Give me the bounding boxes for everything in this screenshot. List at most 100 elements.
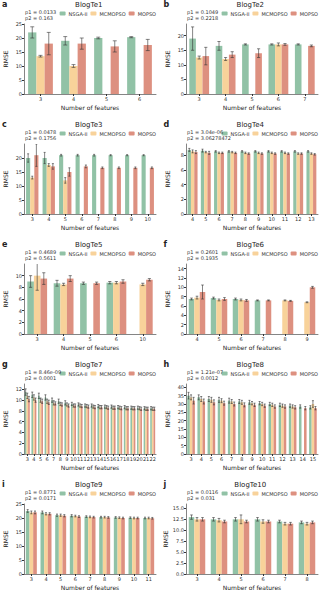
- svg-text:p2 = 0.0001: p2 = 0.0001: [25, 375, 56, 382]
- svg-text:RMSE: RMSE: [2, 410, 9, 427]
- svg-text:BlogTe2: BlogTe2: [237, 1, 264, 9]
- svg-text:10: 10: [16, 63, 22, 69]
- svg-text:17: 17: [117, 456, 123, 462]
- svg-text:3: 3: [189, 456, 192, 462]
- svg-text:6: 6: [220, 456, 223, 462]
- svg-text:a: a: [2, 0, 7, 9]
- svg-text:p2 = 0.031: p2 = 0.031: [187, 495, 215, 502]
- svg-text:Number of features: Number of features: [61, 104, 120, 111]
- svg-text:0: 0: [181, 211, 184, 217]
- svg-text:4: 4: [195, 336, 198, 342]
- svg-text:6: 6: [80, 216, 83, 222]
- svg-text:11: 11: [269, 456, 275, 462]
- svg-text:3: 3: [36, 336, 39, 342]
- svg-text:13: 13: [289, 456, 295, 462]
- svg-text:8: 8: [103, 576, 106, 582]
- svg-text:f: f: [164, 240, 168, 249]
- svg-text:30: 30: [178, 401, 184, 407]
- svg-text:13: 13: [90, 456, 96, 462]
- svg-text:MOPSO: MOPSO: [138, 131, 156, 137]
- svg-text:15: 15: [310, 456, 316, 462]
- svg-text:MCMOPSO: MCMOPSO: [261, 491, 287, 497]
- svg-text:15: 15: [103, 456, 109, 462]
- svg-text:NSGA-II: NSGA-II: [231, 371, 250, 377]
- svg-text:MCMOPSO: MCMOPSO: [99, 11, 125, 17]
- svg-text:e: e: [2, 240, 8, 249]
- svg-text:MOPSO: MOPSO: [138, 11, 156, 17]
- svg-text:6: 6: [46, 456, 49, 462]
- svg-text:3: 3: [195, 576, 198, 582]
- svg-text:10: 10: [259, 456, 265, 462]
- svg-text:9: 9: [118, 576, 121, 582]
- svg-text:BlogTe5: BlogTe5: [75, 241, 102, 249]
- svg-text:5: 5: [39, 456, 42, 462]
- svg-text:p2 = 0.163: p2 = 0.163: [25, 15, 53, 22]
- svg-text:6: 6: [138, 96, 141, 102]
- svg-text:5: 5: [19, 77, 22, 83]
- svg-text:MCMOPSO: MCMOPSO: [99, 491, 125, 497]
- svg-text:25: 25: [178, 409, 184, 415]
- svg-text:6: 6: [181, 167, 184, 173]
- svg-text:4: 4: [200, 456, 203, 462]
- svg-text:4: 4: [44, 576, 47, 582]
- svg-text:Number of features: Number of features: [223, 584, 282, 591]
- svg-text:20: 20: [136, 456, 142, 462]
- svg-text:MCMOPSO: MCMOPSO: [261, 251, 287, 257]
- svg-text:BlogTe4: BlogTe4: [237, 121, 265, 129]
- svg-text:8: 8: [19, 284, 22, 290]
- svg-text:2: 2: [19, 440, 22, 446]
- svg-text:0.0: 0.0: [176, 571, 184, 577]
- svg-text:7: 7: [97, 216, 100, 222]
- svg-text:0: 0: [19, 451, 22, 457]
- svg-text:20: 20: [16, 35, 22, 41]
- svg-text:p2 = 3.06278472: p2 = 3.06278472: [187, 135, 231, 142]
- svg-text:Number of features: Number of features: [223, 224, 282, 231]
- svg-text:6: 6: [181, 303, 184, 309]
- svg-text:4: 4: [181, 182, 184, 188]
- svg-text:15: 15: [178, 426, 184, 432]
- svg-text:8: 8: [240, 456, 243, 462]
- svg-text:8: 8: [59, 456, 62, 462]
- svg-text:RMSE: RMSE: [164, 410, 171, 427]
- svg-text:4: 4: [32, 456, 35, 462]
- svg-text:RMSE: RMSE: [164, 50, 171, 67]
- svg-text:19: 19: [130, 456, 136, 462]
- svg-text:5: 5: [250, 96, 253, 102]
- svg-text:0: 0: [19, 211, 22, 217]
- svg-text:8: 8: [113, 216, 116, 222]
- svg-text:12: 12: [279, 456, 285, 462]
- svg-text:10: 10: [16, 273, 22, 279]
- svg-text:12: 12: [178, 275, 184, 281]
- svg-text:18: 18: [123, 456, 129, 462]
- svg-text:9: 9: [305, 336, 308, 342]
- svg-text:Number of features: Number of features: [61, 464, 120, 471]
- svg-text:5: 5: [217, 336, 220, 342]
- svg-text:0: 0: [19, 571, 22, 577]
- svg-text:NSGA-II: NSGA-II: [69, 251, 88, 257]
- svg-text:p2 = 0.5611: p2 = 0.5611: [25, 255, 56, 262]
- svg-text:2: 2: [181, 322, 184, 328]
- svg-text:4: 4: [47, 216, 50, 222]
- svg-text:25: 25: [16, 501, 22, 507]
- svg-text:RMSE: RMSE: [162, 530, 169, 547]
- svg-text:RMSE: RMSE: [164, 290, 171, 307]
- svg-text:6: 6: [115, 336, 118, 342]
- svg-text:9: 9: [250, 456, 253, 462]
- svg-text:16: 16: [110, 456, 116, 462]
- svg-text:RMSE: RMSE: [2, 290, 9, 307]
- svg-text:4: 4: [19, 308, 22, 314]
- svg-text:d: d: [164, 120, 170, 129]
- svg-text:MOPSO: MOPSO: [138, 251, 156, 257]
- svg-text:10: 10: [16, 397, 22, 403]
- svg-text:RMSE: RMSE: [2, 50, 9, 67]
- svg-text:6: 6: [217, 216, 220, 222]
- svg-text:9: 9: [65, 456, 68, 462]
- svg-text:14: 14: [300, 456, 306, 462]
- svg-text:8: 8: [181, 294, 184, 300]
- svg-text:MOPSO: MOPSO: [300, 131, 318, 137]
- svg-text:15: 15: [178, 47, 184, 53]
- svg-text:MOPSO: MOPSO: [300, 491, 318, 497]
- svg-text:5.0: 5.0: [176, 549, 184, 555]
- svg-text:5: 5: [64, 216, 67, 222]
- svg-text:5: 5: [19, 557, 22, 563]
